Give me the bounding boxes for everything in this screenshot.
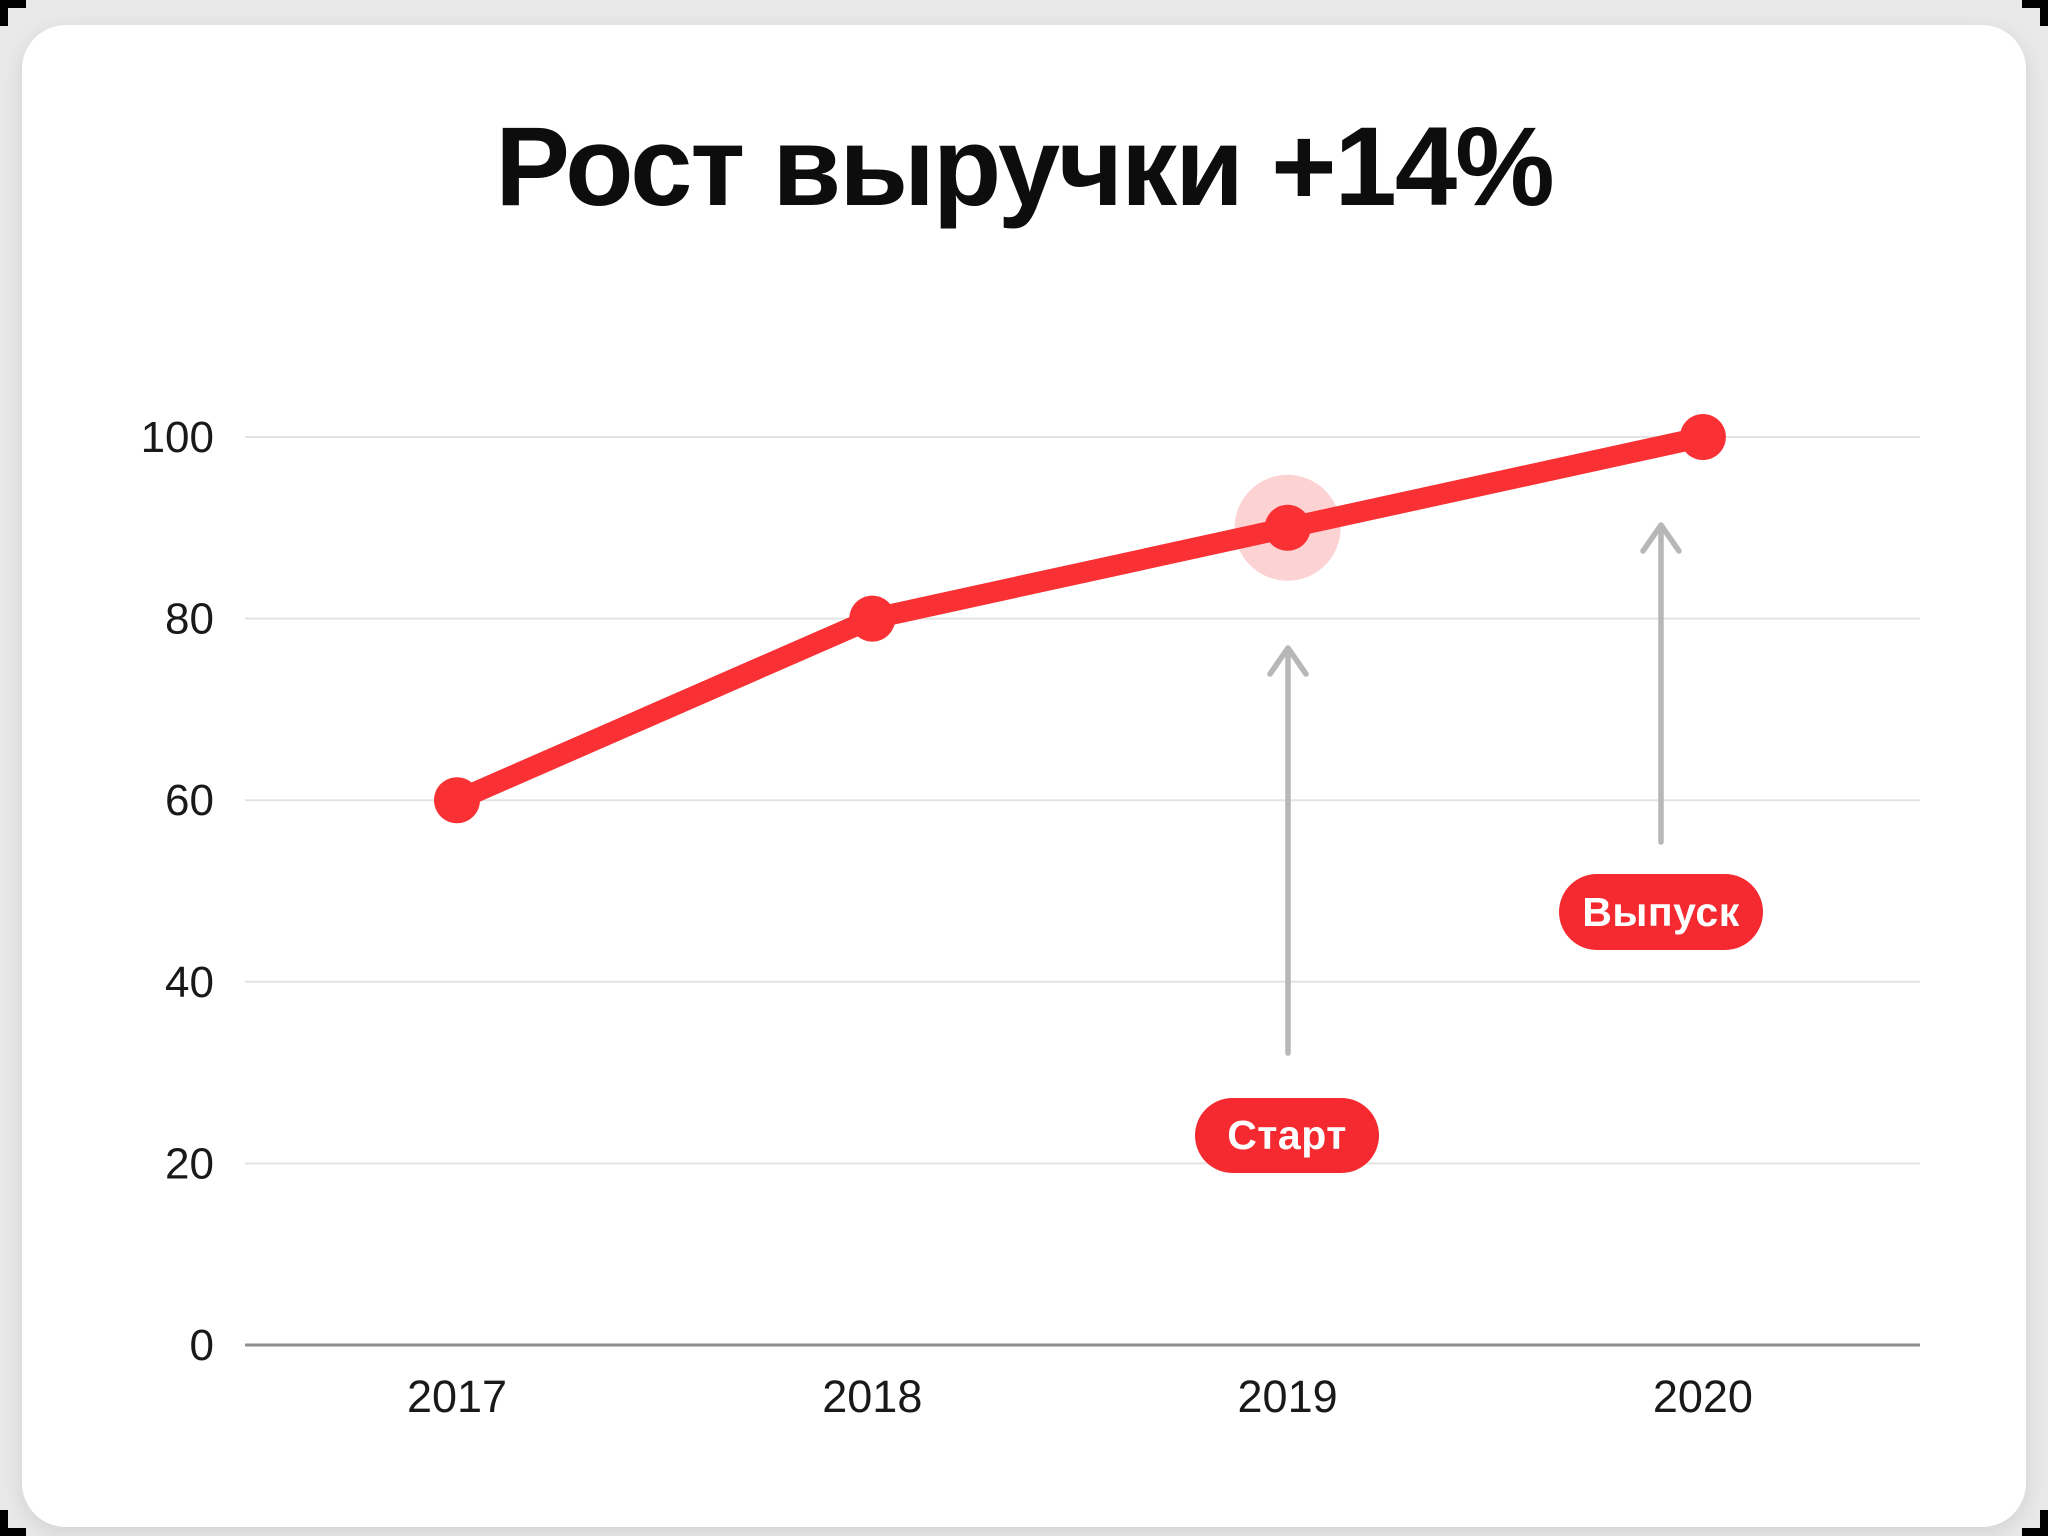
crop-mark-bottom-right-icon (2022, 1510, 2048, 1536)
crop-mark-top-right-icon (2022, 0, 2048, 26)
crop-mark-top-left-icon (0, 0, 26, 26)
annotation-badge-start-label: Старт (1227, 1112, 1347, 1158)
x-tick-label-2019: 2019 (1238, 1371, 1338, 1422)
y-tick-label-60: 60 (165, 776, 214, 825)
y-tick-label-0: 0 (190, 1321, 214, 1370)
data-point-2019 (1264, 504, 1311, 551)
y-tick-label-40: 40 (165, 958, 214, 1007)
annotation-badge-start: Старт (1195, 1098, 1379, 1173)
x-tick-label-2017: 2017 (407, 1371, 507, 1422)
y-tick-label-20: 20 (165, 1139, 214, 1188)
annotation-badge-release: Выпуск (1559, 874, 1763, 950)
chart-title: Рост выручки +14% (495, 104, 1554, 229)
data-point-2018 (849, 595, 896, 642)
chart-card: Рост выручки +14% (22, 25, 2026, 1527)
crop-mark-bottom-left-icon (0, 1510, 26, 1536)
annotation-arrowhead-icon-2020 (1640, 522, 1682, 554)
annotation-arrowhead-icon-2019 (1267, 645, 1309, 677)
x-tick-label-2020: 2020 (1653, 1371, 1753, 1422)
data-point-2017 (434, 777, 480, 824)
revenue-line (446, 426, 1714, 811)
annotation-badge-release-label: Выпуск (1582, 888, 1740, 935)
data-point-2020 (1679, 414, 1726, 460)
y-tick-label-80: 80 (165, 595, 214, 644)
x-tick-label-2018: 2018 (822, 1371, 922, 1422)
y-tick-label-100: 100 (141, 413, 214, 462)
